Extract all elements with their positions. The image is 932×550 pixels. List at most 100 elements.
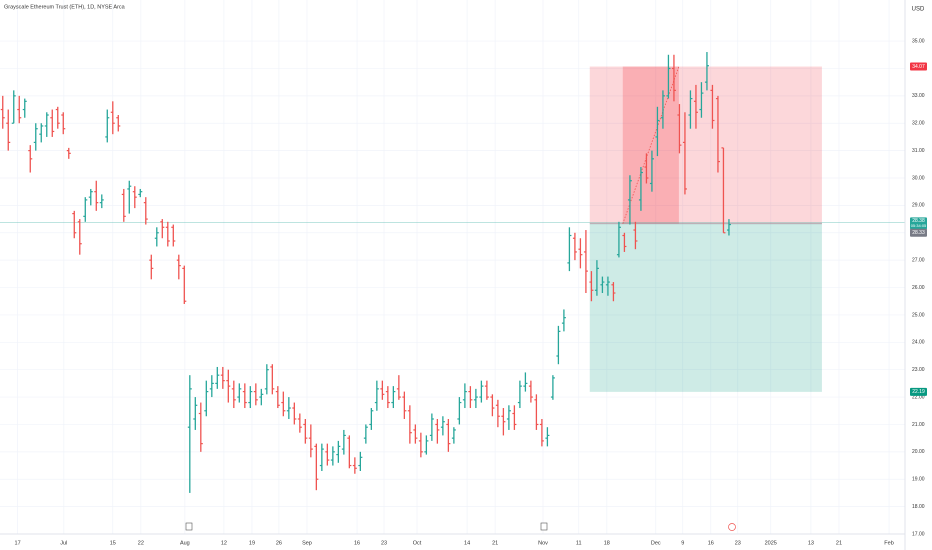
ohlc-bar — [193, 397, 198, 430]
ohlc-bar — [435, 418, 440, 444]
x-tick-label: Oct — [413, 540, 422, 546]
y-tick-label: 22.00 — [912, 394, 925, 400]
ohlc-bar — [33, 123, 38, 151]
x-tick-label: 21 — [492, 540, 498, 546]
ohlc-bar — [17, 95, 22, 124]
ohlc-bar — [413, 424, 418, 444]
ohlc-bar — [341, 429, 346, 455]
ohlc-bar — [704, 52, 709, 91]
ohlc-bar — [215, 366, 220, 389]
ohlc-bar — [484, 380, 489, 400]
ohlc-bar — [281, 391, 286, 417]
ohlc-bar — [94, 180, 99, 211]
y-tick-label: 29.00 — [912, 203, 925, 209]
ohlc-bar — [660, 90, 665, 129]
ohlc-bar — [583, 230, 588, 294]
ohlc-bar — [314, 443, 319, 491]
ohlc-bar — [138, 188, 143, 198]
x-tick-label: 19 — [249, 540, 255, 546]
ohlc-bar — [11, 90, 16, 124]
ohlc-bar — [44, 112, 49, 137]
ohlc-bar — [633, 221, 638, 250]
stop-label-box — [910, 62, 927, 71]
ohlc-bar — [649, 150, 654, 192]
ohlc-bar — [677, 104, 682, 154]
dividend-icon[interactable] — [728, 523, 736, 531]
ohlc-bar — [132, 186, 137, 209]
x-tick-label: 15 — [110, 540, 116, 546]
ohlc-bar — [72, 210, 77, 239]
ohlc-bar — [369, 408, 374, 430]
event-markers — [185, 522, 736, 531]
ohlc-bar — [231, 380, 236, 409]
ohlc-bar — [501, 408, 506, 436]
event-icon[interactable] — [185, 522, 193, 531]
ohlc-bar — [726, 219, 731, 236]
ohlc-bar — [572, 232, 577, 261]
ohlc-bar — [6, 109, 11, 151]
plot-area — [0, 0, 905, 535]
ohlc-bar — [358, 451, 363, 472]
ohlc-bar — [594, 260, 599, 296]
ohlc-bar — [655, 106, 660, 157]
ohlc-bar — [121, 188, 126, 222]
ohlc-bar — [446, 418, 451, 452]
y-tick-label: 30.00 — [912, 175, 925, 181]
ohlc-bar — [171, 224, 176, 247]
ohlc-bar — [50, 109, 55, 137]
x-tick-label: 23 — [735, 540, 741, 546]
ohlc-bar — [286, 397, 291, 419]
ohlc-bar — [699, 82, 704, 118]
x-tick-label: 16 — [354, 540, 360, 546]
x-tick-label: 14 — [464, 540, 470, 546]
ohlc-bar — [512, 405, 517, 430]
ohlc-bar — [330, 446, 335, 466]
stop-zone — [589, 66, 822, 224]
ohlc-bar — [55, 106, 60, 129]
x-tick-label: 9 — [681, 540, 684, 546]
target-label-box — [910, 387, 927, 396]
y-tick-label: 35.00 — [912, 38, 925, 44]
ohlc-bar — [242, 383, 247, 409]
ohlc-bar — [352, 457, 357, 474]
ohlc-bar — [682, 112, 687, 195]
y-tick-label: 23.00 — [912, 367, 925, 373]
ohlc-bar — [462, 383, 467, 409]
ohlc-bar — [198, 402, 203, 452]
ohlc-bar — [468, 386, 473, 409]
y-tick-label: 20.00 — [912, 449, 925, 455]
ohlc-bar — [424, 435, 429, 455]
ohlc-bar — [253, 383, 258, 406]
x-tick-label: Jul — [60, 540, 67, 546]
ohlc-bar — [567, 227, 572, 272]
x-tick-label: 12 — [221, 540, 227, 546]
y-tick-label: 18.00 — [912, 504, 925, 510]
x-tick-label: 17 — [15, 540, 21, 546]
event-icon[interactable] — [540, 522, 548, 531]
y-tick-label: 27.00 — [912, 257, 925, 263]
ohlc-bar — [556, 325, 561, 365]
chart-title: Grayscale Ethereum Trust (ETH), 1D, NYSE… — [4, 4, 126, 10]
ohlc-bar — [248, 386, 253, 409]
ohlc-bar — [292, 402, 297, 425]
ohlc-bar — [721, 147, 726, 234]
y-tick-label: 26.00 — [912, 285, 925, 291]
ohlc-bar — [451, 427, 456, 444]
ohlc-bar — [99, 194, 104, 209]
ohlc-bar — [165, 221, 170, 247]
ohlc-bar — [616, 221, 621, 258]
y-tick-label: 24.00 — [912, 340, 925, 346]
last-price-label: 28.38 — [912, 218, 925, 224]
ohlc-bar — [473, 388, 478, 409]
stop-label: 34.07 — [912, 64, 925, 70]
ohlc-bar — [380, 380, 385, 400]
ohlc-bar — [550, 375, 555, 400]
ohlc-bar — [66, 147, 71, 159]
y-tick-label: 21.00 — [912, 422, 925, 428]
y-tick-label: 25.00 — [912, 312, 925, 318]
ohlc-bar — [204, 380, 209, 417]
ohlc-bar — [517, 380, 522, 409]
x-tick-label: 2025 — [765, 540, 777, 546]
ohlc-bar — [429, 413, 434, 441]
